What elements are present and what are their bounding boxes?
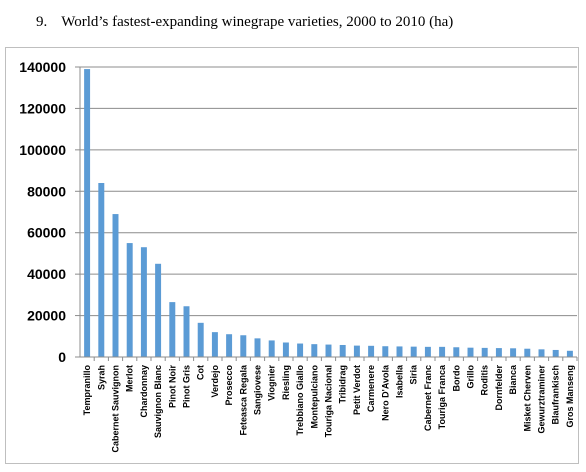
x-tick-label: Touriga Nacional [324, 365, 334, 437]
x-tick-label: Sangiovese [253, 365, 263, 415]
bar [240, 335, 247, 357]
x-tick-label: Pinot Noir [167, 365, 177, 408]
x-tick-label: Dornfelder [494, 365, 504, 411]
x-tick-label: Cot [196, 365, 206, 380]
x-tick-label: Gewurztraminer [537, 365, 547, 434]
bar [368, 345, 375, 357]
x-tick-label: Viognier [267, 365, 277, 401]
bar [197, 322, 204, 357]
bar [126, 243, 133, 357]
x-axis: Tempranillo Syrah Cabernet Sauvignon Merlot… [80, 356, 578, 453]
bar [211, 332, 218, 357]
x-tick-label: Bianca [508, 364, 518, 395]
x-tick-label: Misket Cherven [522, 365, 532, 432]
x-tick-label: Isabella [395, 364, 405, 398]
bar [538, 349, 545, 357]
bar [439, 346, 446, 357]
bar [98, 183, 105, 357]
bar [410, 346, 417, 357]
x-tick-label: Verdejo [210, 364, 220, 397]
x-tick-label: Cabernet Franc [423, 365, 433, 431]
bar [140, 247, 147, 357]
y-tick-label: 40000 [27, 266, 66, 282]
x-tick-label: Blaufrankisch [551, 365, 561, 425]
bar [353, 345, 360, 357]
x-tick-label: Tempranillo [82, 365, 92, 416]
y-axis: 0 20000 40000 60000 80000 100000 120000 140000 [19, 59, 81, 365]
bar [297, 343, 304, 357]
figure-caption: 9. World’s fastest-expanding winegrape va… [36, 14, 453, 31]
y-tick-label: 140000 [19, 59, 66, 75]
bar [382, 346, 389, 357]
bar [510, 348, 517, 357]
x-tick-label: Nero D'Avola [380, 364, 390, 421]
bar [339, 344, 346, 357]
bar [311, 344, 318, 357]
bar [84, 69, 91, 358]
x-tick-label: Bordo [451, 365, 461, 392]
x-tick-label: Riesling [281, 365, 291, 400]
figure-title: World’s fastest-expanding winegrape vari… [61, 14, 454, 30]
x-tick-label: Carmenere [366, 365, 376, 412]
bar [112, 214, 119, 357]
x-tick-label: Roditis [480, 365, 490, 396]
x-tick-label: Pinot Gris [182, 365, 192, 408]
y-tick-label: 100000 [19, 142, 66, 158]
bar [566, 350, 573, 357]
x-tick-label: Syrah [96, 365, 106, 390]
x-tick-label: Siria [409, 364, 419, 385]
bar [424, 346, 431, 357]
y-tick-label: 20000 [27, 308, 66, 324]
bars [84, 69, 573, 358]
bar [524, 348, 531, 357]
figure-number: 9. [36, 14, 48, 30]
bar [467, 347, 474, 357]
x-tick-label: Gros Manseng [565, 365, 575, 428]
x-tick-label: Prosecco [224, 365, 234, 406]
y-tick-label: 80000 [27, 183, 66, 199]
x-tick-label: Feteasca Regala [238, 364, 248, 436]
bar [268, 340, 275, 357]
bar [453, 347, 460, 357]
y-tick-label: 60000 [27, 225, 66, 241]
y-tick-label: 0 [58, 349, 66, 365]
x-tick-label: Sauvignon Blanc [153, 365, 163, 438]
x-tick-label: Tribidrag [338, 365, 348, 404]
x-tick-label: Grillo [466, 365, 476, 389]
bar [155, 263, 162, 357]
x-tick-label: Montepulciano [309, 365, 319, 429]
bar [396, 346, 403, 357]
gridlines [80, 66, 577, 317]
bar [254, 338, 261, 357]
bar [481, 347, 488, 357]
x-tick-label: Merlot [125, 365, 135, 392]
x-tick-label: Chardonnay [139, 365, 149, 418]
x-tick-label: Cabernet Sauvignon [111, 365, 121, 453]
x-tick-label: Trebbiano Giallo [295, 365, 305, 436]
bar [169, 302, 176, 357]
bar [552, 349, 559, 357]
bar [325, 344, 332, 357]
bar [183, 306, 190, 357]
bar [226, 334, 233, 357]
bar [282, 342, 289, 357]
y-tick-label: 120000 [19, 100, 66, 116]
bar [495, 348, 502, 357]
x-tick-label: Touriga Franca [437, 364, 447, 429]
chart-frame [5, 47, 579, 464]
x-tick-label: Petit Verdot [352, 365, 362, 415]
